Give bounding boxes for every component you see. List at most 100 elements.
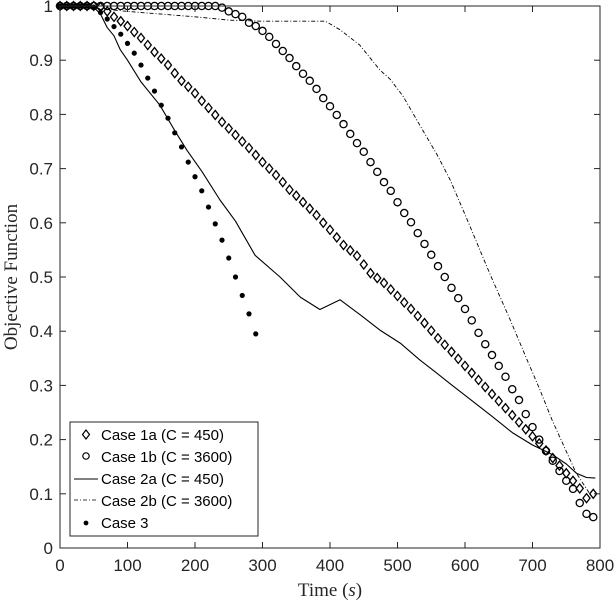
diamond-marker xyxy=(406,303,416,315)
circle-marker xyxy=(548,456,558,465)
diamond-marker xyxy=(575,482,585,494)
x-axis-label-var: s xyxy=(348,580,355,601)
dot-marker xyxy=(131,50,137,56)
circle-marker xyxy=(278,46,287,56)
diamond-marker xyxy=(426,325,436,337)
legend-item-case-2b: Case 2b (C = 3600) xyxy=(74,493,232,510)
dot-marker xyxy=(111,23,117,30)
dot-marker xyxy=(97,9,104,16)
diamond-marker xyxy=(507,409,517,421)
diamond-marker-icon xyxy=(81,429,91,440)
circle-marker xyxy=(366,157,375,167)
diamond-marker xyxy=(588,488,598,500)
circle-marker xyxy=(474,328,483,338)
diamond-marker xyxy=(345,244,355,257)
dot-marker xyxy=(124,40,131,46)
circle-marker xyxy=(535,435,544,444)
circle-marker xyxy=(507,384,517,394)
x-tick-label: 100 xyxy=(113,556,141,575)
diamond-marker xyxy=(69,0,78,12)
legend-item-case-1b: Case 1b (C = 3600) xyxy=(82,449,232,466)
diamond-marker xyxy=(150,46,159,58)
diamond-marker xyxy=(413,310,423,322)
circle-marker xyxy=(453,293,463,303)
circle-marker xyxy=(251,21,260,31)
circle-marker xyxy=(433,261,443,271)
diamond-marker xyxy=(318,217,328,229)
diamond-marker xyxy=(393,290,402,302)
tick-labels: 0 100 200 300 400 500 600 700 800 0 0.1 0.2 0.3 0.4 0.… xyxy=(29,0,614,575)
legend-item-case-2a: Case 2a (C = 450) xyxy=(74,471,224,488)
diamond-marker xyxy=(480,381,490,393)
series-case-2a-c-450 xyxy=(60,5,596,479)
x-tick-label: 500 xyxy=(383,556,411,575)
y-tick-label: 0.7 xyxy=(29,160,53,179)
diamond-marker xyxy=(298,196,308,208)
legend-box xyxy=(69,421,259,537)
circle-marker xyxy=(298,69,308,79)
diamond-marker xyxy=(501,402,510,414)
circle-marker xyxy=(352,138,362,148)
circle-marker xyxy=(264,32,274,42)
diamond-marker xyxy=(62,0,72,12)
diamond-marker xyxy=(379,277,389,289)
diamond-marker xyxy=(109,11,119,23)
diamond-marker xyxy=(399,296,409,309)
dot-marker xyxy=(104,16,110,22)
dot-marker xyxy=(151,88,158,94)
circle-marker xyxy=(447,283,456,293)
diamond-marker xyxy=(156,53,166,65)
circle-marker xyxy=(339,119,348,129)
circle-marker xyxy=(379,177,389,187)
circle-marker xyxy=(514,395,524,405)
dot-marker xyxy=(158,102,164,108)
dot-marker xyxy=(172,130,178,136)
diamond-marker xyxy=(278,176,288,188)
legend-item-case-1a: Case 1a (C = 450) xyxy=(81,427,224,444)
diamond-marker xyxy=(453,353,463,365)
x-axis-label-text: Time xyxy=(298,580,342,601)
diamond-marker xyxy=(136,32,146,44)
legend-label: Case 2a (C = 450) xyxy=(101,471,224,488)
circle-marker xyxy=(217,3,227,12)
diamond-marker xyxy=(332,231,342,243)
circle-marker xyxy=(318,93,328,103)
diamond-marker xyxy=(312,209,321,221)
legend-label: Case 2b (C = 3600) xyxy=(101,493,232,510)
dot-marker xyxy=(165,115,171,121)
diamond-marker xyxy=(271,169,281,181)
diamond-marker xyxy=(460,360,470,372)
diamond-marker xyxy=(258,156,267,168)
dot-marker xyxy=(192,174,198,180)
circle-marker xyxy=(413,228,422,238)
y-tick-label: 0.4 xyxy=(29,322,53,341)
diamond-marker xyxy=(359,258,369,271)
axes xyxy=(59,5,601,549)
x-tick-label: 800 xyxy=(586,556,614,575)
diamond-marker xyxy=(386,283,396,296)
circle-marker xyxy=(528,422,537,432)
x-tick-label: 300 xyxy=(248,556,276,575)
dot-marker xyxy=(205,204,212,210)
diamond-marker xyxy=(339,239,348,251)
legend-label: Case 3 xyxy=(101,515,149,532)
diamond-marker xyxy=(129,26,139,38)
legend-label: Case 1b (C = 3600) xyxy=(101,449,232,466)
diamond-marker xyxy=(170,67,180,79)
y-tick-label: 0.6 xyxy=(29,214,53,233)
y-tick-label: 0.9 xyxy=(29,51,53,70)
x-tick-label: 600 xyxy=(451,556,479,575)
legend: Case 1a (C = 450) Case 1b (C = 3600) Cas… xyxy=(69,421,259,537)
diamond-marker xyxy=(163,59,173,71)
dot-marker xyxy=(219,237,225,243)
x-tick-label: 700 xyxy=(518,556,546,575)
diamond-marker xyxy=(264,163,274,175)
circle-marker xyxy=(575,498,585,508)
y-tick-label: 1 xyxy=(44,0,53,16)
diamond-marker xyxy=(231,129,240,141)
diamond-marker xyxy=(582,492,591,504)
diamond-marker xyxy=(89,0,99,12)
diamond-marker xyxy=(352,250,362,262)
circle-marker xyxy=(359,147,368,157)
